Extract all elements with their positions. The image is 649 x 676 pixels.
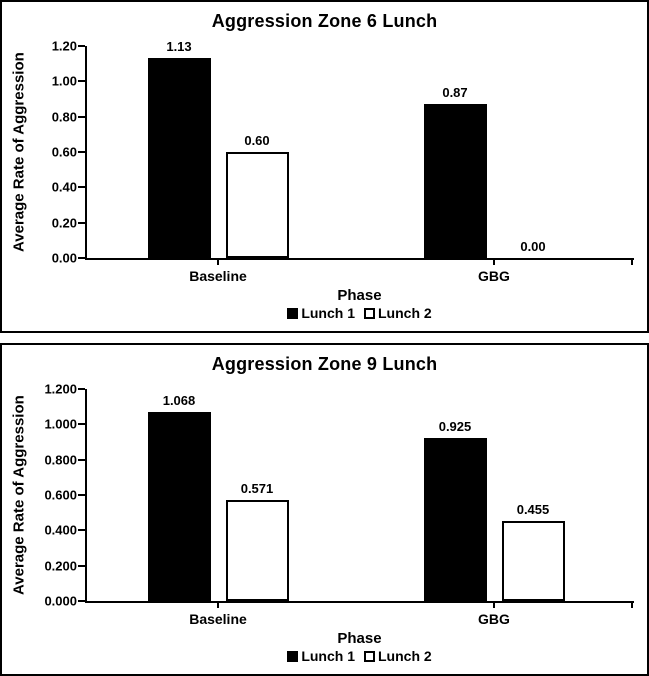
y-tick-mark [78,388,85,390]
data-label: 0.925 [438,418,472,434]
data-label: 0.87 [442,85,468,101]
x-tick-mark [493,260,495,265]
y-tick-mark [78,600,85,602]
y-tick-label: 1.00 [51,73,77,89]
y-tick-label: 1.000 [44,416,77,432]
bar-lunch2-baseline [225,500,289,601]
x-axis-title: Phase [337,287,382,304]
legend-swatch-filled-icon [287,307,299,319]
legend-item-lunch2: Lunch 2 [364,649,432,663]
bar-lunch1-gbg [423,437,487,601]
y-axis-line [85,389,87,603]
legend: Lunch 1 Lunch 2 [87,306,632,320]
legend-item-lunch1: Lunch 1 [287,649,355,663]
category-label: Baseline [189,611,247,627]
x-tick-mark [631,603,633,608]
x-tick-mark [493,603,495,608]
x-tick-mark [217,603,219,608]
y-tick-label: 0.600 [44,487,77,503]
y-tick-mark [78,564,85,567]
data-label: 0.571 [240,481,274,497]
y-tick-label: 0.80 [51,109,77,125]
y-tick-label: 0.000 [44,593,77,609]
data-label: 0.00 [520,239,546,254]
legend-label: Lunch 2 [378,648,432,664]
y-tick-label: 0.40 [51,179,77,195]
chart-title: Aggression Zone 9 Lunch [211,354,438,374]
y-tick-mark [78,80,85,83]
y-tick-label: 1.20 [51,38,77,54]
legend-label: Lunch 2 [378,305,432,321]
x-tick-mark [217,260,219,265]
legend-label: Lunch 1 [301,305,355,321]
bar-lunch1-baseline [147,412,211,601]
legend-swatch-filled-icon [287,650,299,662]
chart-panel-zone-6-lunch: Aggression Zone 6 Lunch Average Rate of … [0,0,649,333]
plot-area: 0.00 0.20 0.40 0.60 0.80 1.00 1.20 1.13 0.60 Base… [52,40,634,284]
chart-panel-zone-9-lunch: Aggression Zone 9 Lunch Average Rate of … [0,343,649,676]
y-tick-mark [78,494,85,496]
data-label: 0.455 [516,501,550,517]
bar-lunch1-baseline [147,58,211,258]
data-label: 1.13 [166,39,192,55]
legend: Lunch 1 Lunch 2 [87,649,632,663]
legend-swatch-open-icon [364,307,375,319]
x-tick-mark [631,260,633,265]
y-tick-label: 1.200 [44,381,77,397]
y-tick-mark [78,115,85,118]
y-tick-mark [78,151,85,153]
y-tick-label: 0.200 [44,558,77,574]
y-tick-mark [78,257,85,259]
category-label: GBG [478,268,510,284]
y-tick-mark [78,221,85,224]
y-tick-label: 0.20 [51,215,77,231]
y-tick-label: 0.400 [44,522,77,538]
legend-item-lunch1: Lunch 1 [287,306,355,320]
y-tick-label: 0.60 [51,144,77,160]
x-axis-line [85,601,634,603]
y-tick-mark [78,529,85,532]
category-label: Baseline [189,268,247,284]
y-tick-mark [78,45,85,47]
legend-item-lunch2: Lunch 2 [364,306,432,320]
bar-lunch2-baseline [225,152,289,258]
y-tick-label: 0.00 [51,250,77,266]
x-axis-line [85,258,634,260]
chart-title: Aggression Zone 6 Lunch [211,11,438,31]
plot-area: 0.000 0.200 0.400 0.600 0.800 1.000 1.200 1.068… [44,383,634,627]
y-axis-line [85,46,87,260]
data-label: 1.068 [162,393,196,409]
bar-lunch2-gbg [501,520,565,601]
y-tick-label: 0.800 [44,452,77,468]
data-label: 0.60 [244,133,270,148]
legend-swatch-open-icon [364,650,375,662]
x-axis-title: Phase [337,630,382,647]
y-tick-mark [78,458,85,461]
y-tick-mark [78,186,85,189]
y-tick-mark [78,423,85,426]
category-label: GBG [478,611,510,627]
legend-label: Lunch 1 [301,648,355,664]
bar-lunch1-gbg [423,104,487,258]
